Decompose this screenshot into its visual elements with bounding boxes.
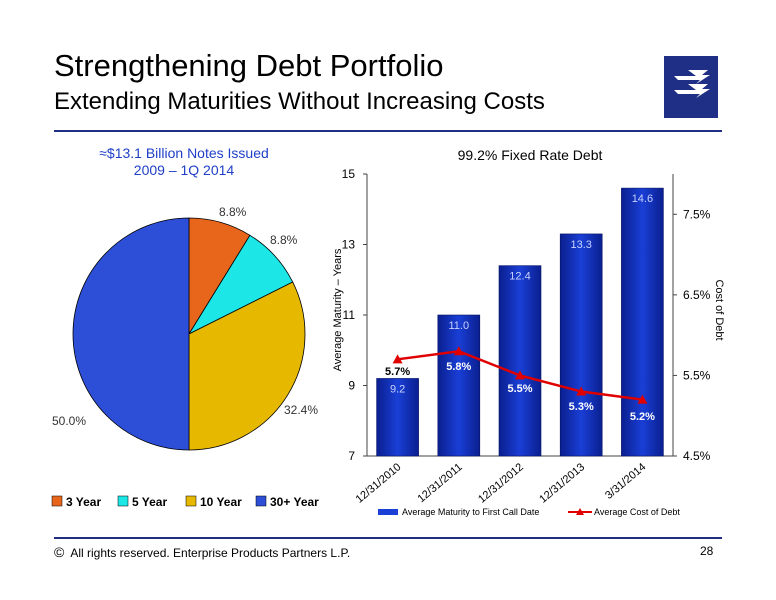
x-tick-label: 12/31/2011: [415, 461, 464, 505]
x-tick-label: 12/31/2010: [354, 461, 404, 506]
pie-slice-10-year: [188, 281, 306, 451]
bar: [621, 187, 664, 457]
pie-chart-title: ≈$13.1 Billion Notes Issued 2009 – 1Q 20…: [72, 145, 296, 179]
copyright-icon: ©: [54, 544, 65, 560]
bar-chart-title: 99.2% Fixed Rate Debt: [457, 147, 603, 163]
cost-marker: [392, 354, 403, 364]
pie-slice-30-year: [72, 217, 190, 451]
cost-value-label: 5.2%: [630, 411, 655, 423]
bar: [498, 265, 542, 457]
right-tick-label: 6.5%: [683, 288, 711, 302]
legend-swatch: [51, 495, 63, 507]
bar-value-label: 13.3: [570, 239, 591, 251]
left-tick-label: 11: [343, 308, 356, 322]
legend-label-maturity: Average Maturity to First Call Date: [402, 507, 539, 517]
legend-label: 3 Year: [66, 495, 101, 509]
cost-marker: [453, 346, 464, 356]
cost-marker: [576, 386, 587, 396]
cost-value-label: 5.7%: [385, 366, 410, 378]
pie-title-line-1: ≈$13.1 Billion Notes Issued: [99, 145, 269, 161]
legend-swatch: [117, 495, 129, 507]
bar: [559, 233, 603, 457]
page-title: Strengthening Debt Portfolio: [54, 48, 444, 83]
legend-label: 10 Year: [200, 495, 242, 509]
bar-value-label: 14.6: [632, 193, 653, 205]
cost-value-label: 5.8%: [446, 361, 471, 373]
left-tick-label: 9: [348, 379, 355, 393]
cost-marker: [637, 394, 648, 404]
left-axis-label: Average Maturity – Years: [332, 248, 344, 371]
pie-slice-label: 32.4%: [284, 403, 318, 417]
pie-slice-label: 50.0%: [52, 414, 86, 428]
header-divider: [54, 130, 722, 132]
right-tick-label: 7.5%: [683, 207, 711, 221]
lightning-logo-icon: [674, 70, 710, 98]
legend-swatch: [185, 495, 197, 507]
bar-value-label: 12.4: [509, 271, 530, 283]
legend-label-cost: Average Cost of Debt: [594, 507, 680, 517]
legend-marker-cost: [576, 508, 584, 515]
bar-value-label: 9.2: [390, 383, 405, 395]
legend-label: 30+ Year: [270, 495, 319, 509]
page-number: 28: [700, 544, 714, 558]
company-logo: [664, 56, 718, 118]
legend-swatch: [255, 495, 267, 507]
bar: [437, 314, 481, 457]
bar: [376, 378, 419, 457]
footer-text: All rights reserved. Enterprise Products…: [70, 546, 351, 560]
pie-slice-label: 8.8%: [219, 205, 247, 219]
legend-swatch-maturity: [378, 509, 398, 515]
left-tick-label: 7: [348, 449, 355, 463]
right-tick-label: 4.5%: [683, 449, 711, 463]
right-axis-label: Cost of Debt: [713, 279, 725, 340]
pie-title-line-2: 2009 – 1Q 2014: [133, 162, 235, 178]
legend-label: 5 Year: [132, 495, 167, 509]
cost-value-label: 5.5%: [507, 383, 532, 395]
page-subtitle: Extending Maturities Without Increasing …: [54, 88, 545, 115]
x-tick-label: 12/31/2013: [537, 461, 587, 506]
x-tick-label: 3/31/2014: [603, 461, 648, 502]
cost-value-label: 5.3%: [569, 401, 594, 413]
left-tick-label: 15: [342, 167, 356, 181]
left-tick-label: 13: [342, 238, 356, 252]
x-tick-label: 12/31/2012: [476, 461, 526, 506]
footer: © All rights reserved. Enterprise Product…: [54, 544, 350, 560]
bar-value-label: 11.0: [449, 320, 470, 332]
cost-marker: [515, 370, 525, 380]
pie-slice-label: 8.8%: [270, 233, 298, 247]
footer-divider: [54, 537, 722, 539]
right-tick-label: 5.5%: [683, 368, 711, 382]
